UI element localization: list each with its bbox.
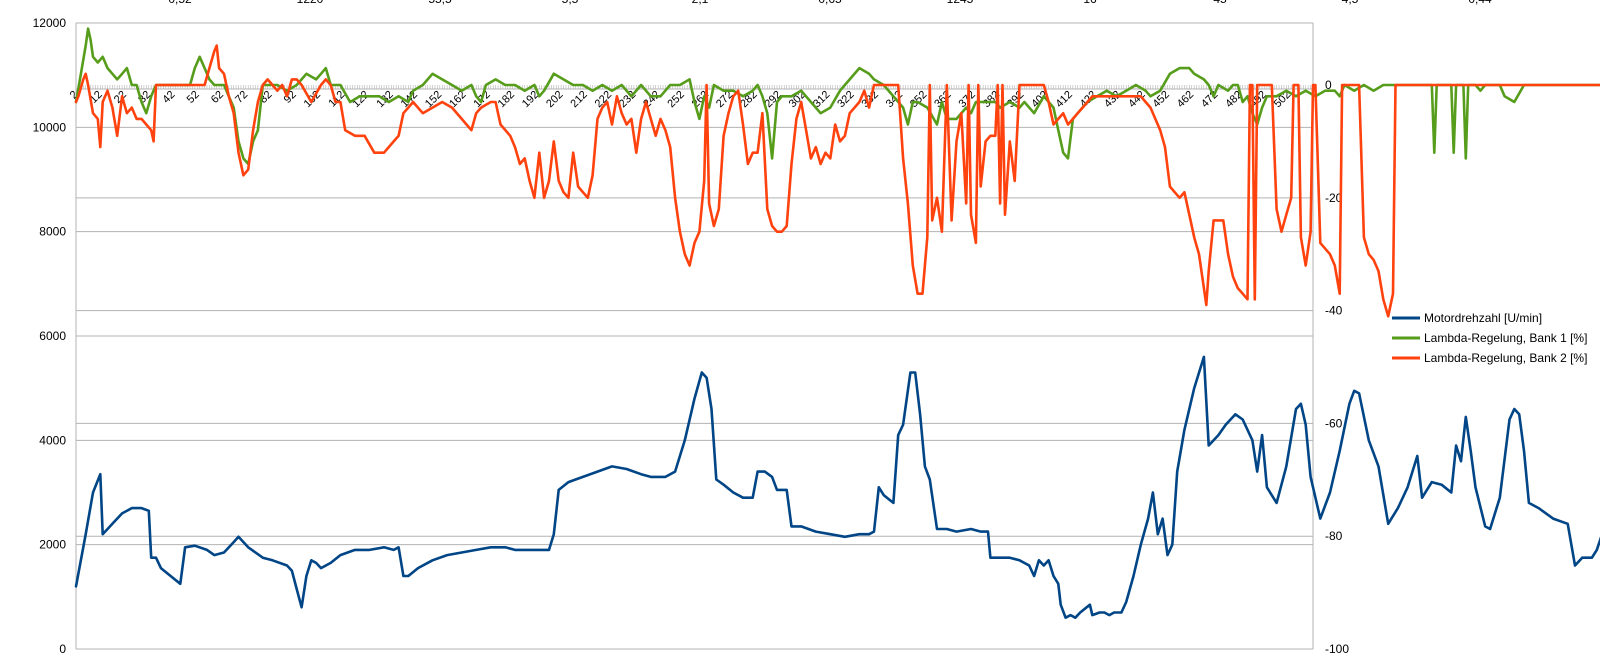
top-cut-label: 45 (1213, 0, 1227, 6)
y-left-tick-label: 12000 (33, 16, 67, 30)
y-left-tick-label: 6000 (39, 329, 66, 343)
y-right-tick-label: -20 (1325, 191, 1343, 205)
y-right-tick-label: -100 (1325, 642, 1349, 656)
y-left-tick-label: 4000 (39, 433, 66, 447)
x-tick-label: 42 (160, 89, 177, 106)
x-tick-label: 202 (544, 89, 565, 110)
gridlines-right-axis (76, 197, 1313, 650)
y-right-tick-label: -40 (1325, 304, 1343, 318)
y-left-tick-label: 0 (59, 642, 66, 656)
series-line-2 (74, 27, 1600, 166)
x-tick-label: 412 (1054, 89, 1075, 110)
x-tick-label: 62 (209, 89, 226, 106)
x-axis-ticks (75, 85, 1314, 90)
series-layer (74, 27, 1600, 620)
top-cut-label: 16 (1083, 0, 1097, 6)
top-cut-label: 4,5 (1342, 0, 1359, 6)
top-cut-labels: 0,52 1220 55,5 5,5 2,1 0,65 1245 16 45 4,5 0,44 (168, 0, 1492, 6)
x-tick-label: 472 (1199, 89, 1220, 110)
y-left-tick-label: 10000 (33, 120, 67, 134)
legend-label: Lambda-Regelung, Bank 2 [%] (1424, 351, 1587, 365)
legend-label: Motordrehzahl [U/min] (1424, 311, 1542, 325)
series-line-3 (74, 44, 1600, 318)
legend: Motordrehzahl [U/min] Lambda-Regelung, Ba… (1392, 311, 1587, 365)
top-cut-label: 5,5 (562, 0, 579, 6)
top-cut-label: 0,65 (818, 0, 842, 6)
x-tick-label: 182 (496, 89, 517, 110)
legend-label: Lambda-Regelung, Bank 1 [%] (1424, 331, 1587, 345)
x-tick-label: 252 (665, 89, 686, 110)
top-cut-label: 0,52 (168, 0, 192, 6)
x-tick-label: 212 (568, 89, 589, 110)
top-cut-label: 1220 (297, 0, 324, 6)
y-right-tick-label: -60 (1325, 416, 1343, 430)
y-axis-left-labels: 0 2000 4000 6000 8000 10000 12000 (33, 16, 67, 656)
y-right-tick-label: 0 (1325, 78, 1332, 92)
top-cut-label: 2,1 (692, 0, 709, 6)
x-tick-label: 52 (185, 89, 202, 106)
top-cut-label: 0,44 (1468, 0, 1492, 6)
gridlines-left-axis (76, 22, 1313, 650)
y-axis-right-labels: 0 -20 -40 -60 -80 -100 (1325, 78, 1349, 656)
x-tick-label: 462 (1175, 89, 1196, 110)
x-tick-label: 452 (1151, 89, 1172, 110)
top-cut-label: 55,5 (428, 0, 452, 6)
y-right-tick-label: -80 (1325, 529, 1343, 543)
y-left-tick-label: 8000 (39, 225, 66, 239)
series-line-1 (74, 355, 1600, 620)
y-left-tick-label: 2000 (39, 538, 66, 552)
top-cut-label: 1245 (947, 0, 974, 6)
x-tick-label: 72 (233, 89, 250, 106)
